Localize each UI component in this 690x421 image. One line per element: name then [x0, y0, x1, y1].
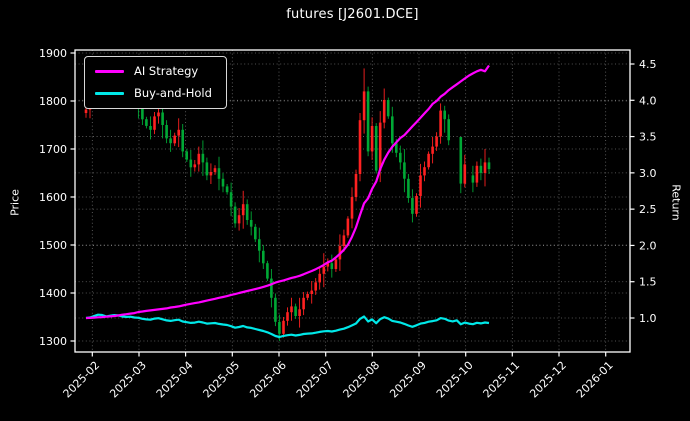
svg-text:1900: 1900	[39, 47, 67, 60]
legend-item-ai-strategy: AI Strategy	[95, 64, 212, 78]
legend-label-buy-and-hold: Buy-and-Hold	[134, 86, 212, 100]
buy-and-hold-line	[85, 313, 490, 339]
y-axis-label-return: Return	[669, 184, 683, 221]
buy-and-hold-line-icon	[95, 91, 124, 95]
svg-text:1600: 1600	[39, 191, 67, 204]
svg-text:2025-10: 2025-10	[434, 359, 476, 401]
svg-text:2025-06: 2025-06	[247, 359, 289, 401]
svg-text:2025-05: 2025-05	[201, 359, 243, 401]
svg-text:2025-04: 2025-04	[154, 359, 196, 401]
svg-text:1.0: 1.0	[639, 312, 657, 325]
svg-text:4.5: 4.5	[639, 58, 657, 71]
chart-title: futures [J2601.DCE]	[286, 7, 419, 22]
svg-text:1800: 1800	[39, 95, 67, 108]
axis-ticks	[70, 52, 635, 357]
svg-text:2.5: 2.5	[639, 203, 657, 216]
svg-text:1500: 1500	[39, 239, 67, 252]
svg-text:1700: 1700	[39, 143, 67, 156]
svg-text:2025-03: 2025-03	[107, 359, 149, 401]
svg-text:2025-08: 2025-08	[341, 359, 383, 401]
legend-label-ai-strategy: AI Strategy	[134, 64, 199, 78]
svg-text:3.0: 3.0	[639, 167, 657, 180]
legend-item-buy-and-hold: Buy-and-Hold	[95, 86, 212, 100]
svg-text:2025-07: 2025-07	[294, 359, 336, 401]
svg-text:2025-09: 2025-09	[387, 359, 429, 401]
svg-text:3.5: 3.5	[639, 131, 657, 144]
legend: AI Strategy Buy-and-Hold	[84, 56, 227, 109]
svg-text:2025-11: 2025-11	[481, 359, 523, 401]
svg-text:2025-12: 2025-12	[527, 359, 569, 401]
svg-text:2026-01: 2026-01	[574, 359, 616, 401]
y-axis-label-price: Price	[8, 189, 22, 216]
svg-text:1300: 1300	[39, 335, 67, 348]
ai-strategy-line-icon	[95, 69, 124, 73]
ai-strategy-line	[85, 64, 490, 320]
svg-text:1.5: 1.5	[639, 276, 657, 289]
svg-text:1400: 1400	[39, 287, 67, 300]
svg-text:2025-02: 2025-02	[61, 359, 103, 401]
axes-spines	[74, 49, 631, 353]
svg-text:4.0: 4.0	[639, 94, 657, 107]
svg-text:2.0: 2.0	[639, 239, 657, 252]
